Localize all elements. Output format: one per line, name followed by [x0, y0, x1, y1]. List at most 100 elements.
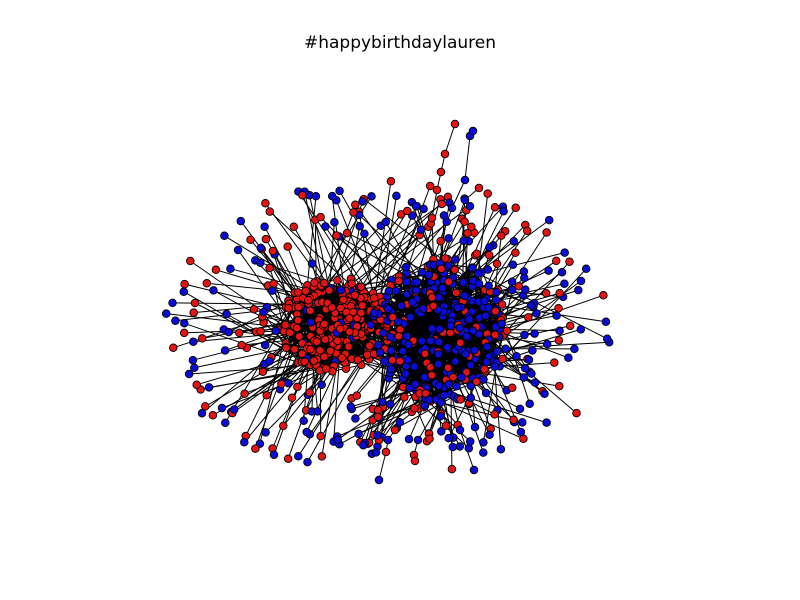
- red-node: [427, 370, 437, 380]
- red-node: [294, 302, 303, 312]
- blue-node: [209, 286, 218, 295]
- blue-node: [490, 362, 500, 371]
- red-node: [246, 235, 255, 244]
- edge: [382, 277, 403, 408]
- red-node: [432, 185, 442, 195]
- red-node: [235, 328, 244, 338]
- edge: [196, 353, 303, 386]
- red-node: [269, 279, 278, 288]
- blue-node: [378, 397, 387, 407]
- blue-node: [371, 448, 381, 457]
- blue-node: [453, 303, 462, 312]
- red-node: [444, 277, 453, 287]
- edge: [291, 223, 432, 330]
- blue-node: [602, 334, 612, 343]
- red-node: [369, 293, 379, 303]
- blue-node: [574, 285, 583, 295]
- blue-node: [395, 417, 405, 427]
- red-node: [289, 222, 299, 231]
- red-node: [279, 421, 288, 431]
- blue-node: [330, 217, 339, 227]
- blue-node: [466, 393, 476, 403]
- blue-node: [527, 369, 536, 378]
- edge: [477, 273, 608, 340]
- blue-node: [424, 270, 434, 280]
- red-node: [305, 306, 315, 315]
- blue-node: [269, 450, 279, 459]
- red-node: [390, 425, 400, 435]
- red-node: [304, 296, 313, 305]
- red-node: [440, 149, 450, 159]
- blue-node: [259, 307, 268, 317]
- blue-node: [474, 279, 484, 288]
- blue-node: [479, 438, 488, 447]
- blue-node: [360, 229, 369, 239]
- red-node: [186, 256, 195, 266]
- red-node: [554, 336, 564, 345]
- blue-node: [457, 372, 466, 382]
- blue-node: [180, 319, 189, 328]
- red-node: [410, 456, 420, 466]
- red-node: [497, 300, 507, 309]
- red-node: [450, 265, 460, 275]
- blue-node: [354, 429, 363, 439]
- edge: [269, 288, 345, 362]
- red-node: [395, 356, 405, 366]
- blue-node: [469, 465, 479, 475]
- blue-node: [384, 286, 394, 296]
- blue-node: [482, 357, 491, 367]
- blue-node: [387, 346, 396, 355]
- red-node: [502, 326, 512, 335]
- blue-node: [411, 379, 420, 389]
- blue-node: [466, 381, 476, 391]
- blue-node: [294, 452, 303, 461]
- blue-node: [437, 427, 446, 436]
- blue-node: [321, 222, 330, 231]
- blue-node: [236, 216, 246, 226]
- red-node: [446, 328, 455, 338]
- blue-node: [455, 425, 465, 435]
- red-node: [356, 308, 366, 318]
- blue-node: [496, 445, 506, 454]
- blue-node: [459, 278, 468, 287]
- blue-node: [544, 215, 554, 225]
- red-node: [287, 393, 297, 402]
- edge: [349, 196, 449, 291]
- red-node: [551, 256, 561, 266]
- red-node: [326, 346, 335, 356]
- edge: [221, 368, 327, 409]
- blue-node: [411, 201, 421, 211]
- blue-node: [570, 344, 579, 354]
- edge: [482, 362, 498, 443]
- red-node: [293, 316, 303, 325]
- blue-node: [434, 337, 444, 347]
- edge: [230, 268, 346, 300]
- blue-node: [402, 331, 412, 341]
- red-node: [262, 391, 271, 400]
- blue-node: [564, 353, 573, 363]
- red-node: [237, 340, 246, 350]
- blue-node: [221, 418, 230, 427]
- red-node: [265, 207, 275, 216]
- edge: [260, 247, 315, 341]
- blue-node: [401, 369, 410, 378]
- red-node: [189, 308, 198, 317]
- blue-node: [455, 323, 464, 333]
- red-node: [261, 199, 270, 208]
- blue-node: [479, 448, 488, 457]
- red-node: [550, 358, 559, 367]
- blue-node: [233, 245, 243, 255]
- blue-node: [380, 357, 389, 366]
- blue-node: [540, 389, 549, 399]
- red-node: [491, 306, 500, 316]
- red-node: [507, 383, 517, 393]
- blue-node: [470, 345, 479, 355]
- red-node: [448, 372, 458, 382]
- blue-node: [576, 325, 586, 334]
- blue-node: [507, 285, 517, 295]
- red-node: [190, 298, 200, 308]
- red-node: [484, 250, 494, 260]
- blue-node: [317, 380, 326, 390]
- blue-node: [452, 382, 461, 391]
- blue-node: [220, 231, 229, 241]
